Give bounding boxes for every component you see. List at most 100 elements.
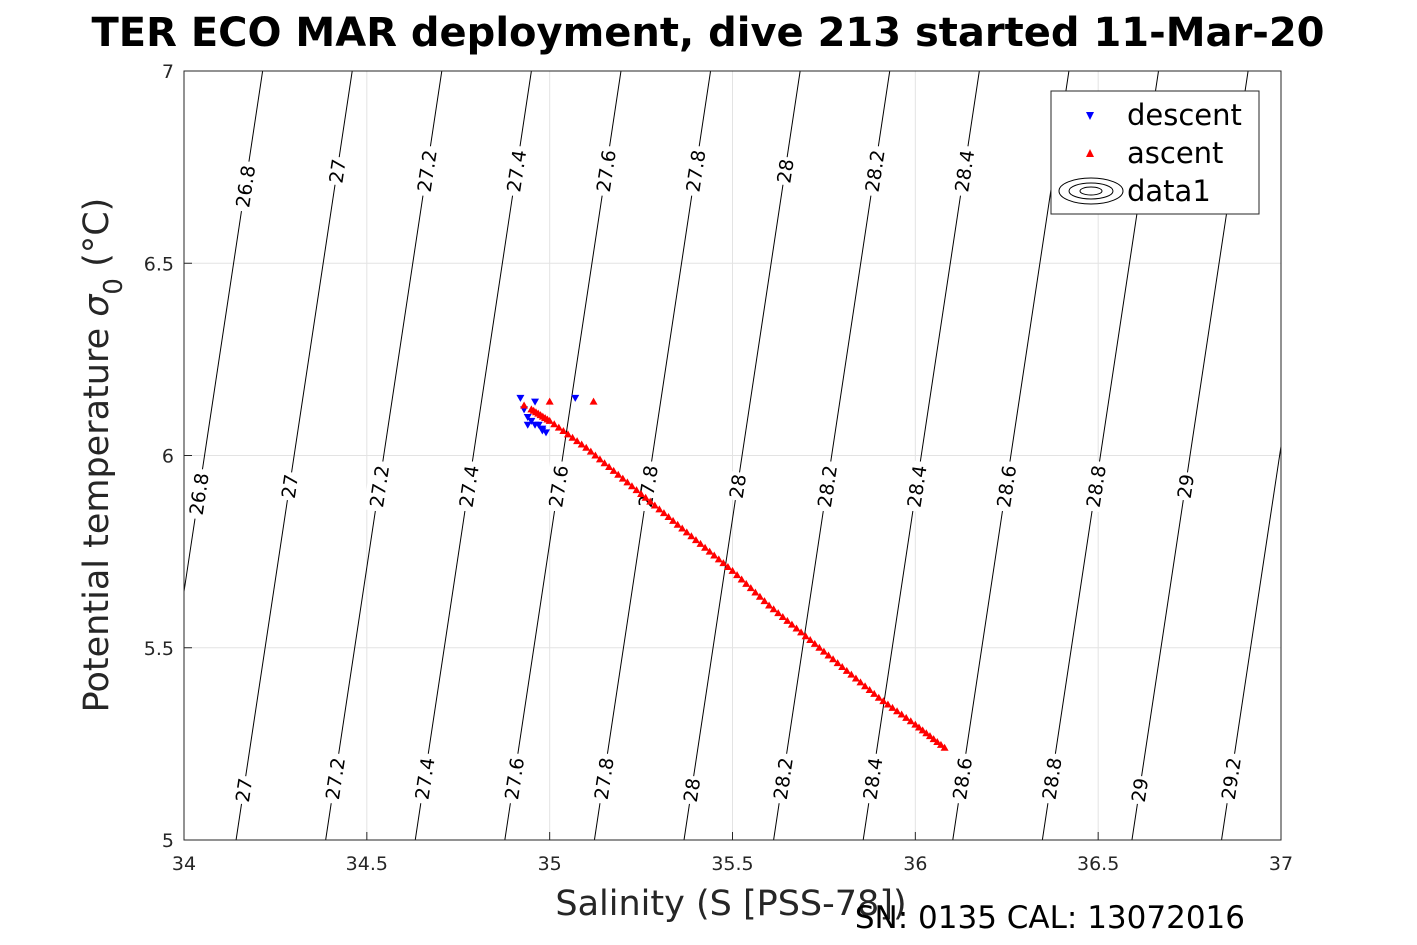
contour-label-text: 29 — [1174, 473, 1199, 500]
contour-label: 27 — [229, 774, 257, 806]
ascent-point — [710, 551, 719, 559]
ascent-point — [893, 707, 902, 715]
ascent-point — [682, 528, 691, 536]
descent-point — [523, 414, 532, 422]
ascent-point — [760, 597, 769, 605]
descent-point — [531, 398, 540, 406]
ascent-point — [783, 616, 792, 624]
ascent-point — [911, 720, 920, 728]
ascent-point — [687, 532, 696, 540]
ascent-point — [600, 459, 609, 467]
contour-label: 27.8 — [632, 459, 663, 513]
contour-label: 27.4 — [453, 459, 484, 513]
ascent-point — [870, 689, 879, 697]
series-ascent — [520, 397, 949, 751]
contour-label: 27.4 — [408, 751, 440, 805]
ascent-point — [723, 563, 732, 571]
ascent-point — [559, 426, 568, 434]
ascent-point — [733, 571, 742, 579]
density-contour-28-2 — [773, 71, 891, 840]
contour-label: 28.2 — [811, 459, 842, 513]
ascent-point — [778, 612, 787, 620]
legend-label-descent: descent — [1127, 98, 1242, 132]
ascent-point — [655, 505, 664, 513]
contour-label-text: 28 — [680, 777, 705, 804]
y-tick-label: 5 — [162, 830, 174, 852]
contour-label-text: 27 — [232, 777, 257, 804]
contour-label-text: 28 — [773, 158, 798, 185]
contour-label: 28 — [677, 774, 705, 806]
descent-point — [516, 394, 525, 402]
legend-label-ascent: ascent — [1127, 136, 1223, 170]
ascent-point — [865, 686, 874, 694]
ascent-point — [641, 493, 650, 501]
x-tick-label: 37 — [1269, 853, 1293, 875]
contour-label: 29 — [1171, 470, 1199, 502]
legend-descent-marker — [1086, 112, 1094, 120]
x-tick-label: 34 — [172, 853, 196, 875]
descent-point — [523, 421, 532, 429]
ascent-point — [705, 547, 714, 555]
x-tick-label: 34.5 — [346, 853, 388, 875]
ascent-point — [751, 588, 760, 596]
ascent-point — [568, 433, 577, 441]
ascent-point — [728, 566, 737, 574]
x-axis-label: Salinity (S [PSS-78]) — [555, 884, 906, 924]
ascent-point — [922, 729, 931, 737]
ascent-point — [691, 536, 700, 544]
ascent-point — [769, 605, 778, 613]
ascent-point — [637, 489, 646, 497]
density-contour-29-2 — [1221, 442, 1281, 840]
ascent-point — [833, 659, 842, 667]
x-tick-label: 36.5 — [1077, 853, 1119, 875]
ascent-point — [669, 516, 678, 524]
ascent-point — [589, 397, 598, 405]
ascent-point — [810, 639, 819, 647]
descent-point — [527, 417, 536, 425]
ascent-point — [742, 579, 751, 587]
x-tick-label: 35 — [538, 853, 562, 875]
contour-label-text: 27 — [278, 473, 303, 500]
ascent-point — [591, 451, 600, 459]
svg-text:Potential temperature σ0 (°C): Potential temperature σ0 (°C) — [77, 198, 129, 713]
ascent-point — [819, 647, 828, 655]
ascent-point — [897, 710, 906, 718]
ascent-point — [586, 447, 595, 455]
density-contour-27 — [235, 71, 353, 840]
y-axis-label-main: Potential temperature — [77, 317, 117, 713]
y-axis-label-subscript: 0 — [99, 278, 129, 295]
density-contour-28-6 — [952, 71, 1070, 840]
ascent-point — [632, 486, 641, 494]
serial-calibration-footer: SN: 0135 CAL: 13072016 — [855, 900, 1245, 936]
contour-label: 26.8 — [229, 159, 260, 213]
ascent-point — [806, 636, 815, 644]
ascent-point — [550, 420, 559, 428]
contour-label: 27 — [275, 470, 303, 502]
ascent-point — [879, 697, 888, 705]
ascent-point — [746, 584, 755, 592]
ascent-point — [933, 737, 942, 745]
x-axis-ticks: 34 34.5 35 35.5 36 36.5 37 — [172, 832, 1293, 875]
ascent-point — [582, 443, 591, 451]
x-tick-label: 35.5 — [711, 853, 753, 875]
ascent-point — [906, 717, 915, 725]
ascent-point — [543, 415, 552, 423]
ascent-point — [940, 743, 949, 751]
ascent-point — [755, 592, 764, 600]
y-tick-label: 6 — [162, 446, 174, 468]
contour-label: 28.6 — [946, 751, 977, 805]
ascent-point — [842, 666, 851, 674]
ascent-point — [929, 735, 938, 743]
x-tick-label: 36 — [903, 853, 927, 875]
contour-label: 28 — [723, 470, 751, 502]
legend-contour-icon — [1058, 177, 1124, 205]
ascent-point — [787, 620, 796, 628]
contour-label: 28.6 — [990, 459, 1021, 513]
contour-label: 28.8 — [1080, 459, 1111, 513]
contour-label: 27.8 — [679, 144, 710, 198]
ascent-point — [554, 423, 563, 431]
ascent-point — [701, 543, 710, 551]
contour-label: 28 — [771, 155, 799, 187]
contour-label: 27 — [323, 155, 351, 187]
